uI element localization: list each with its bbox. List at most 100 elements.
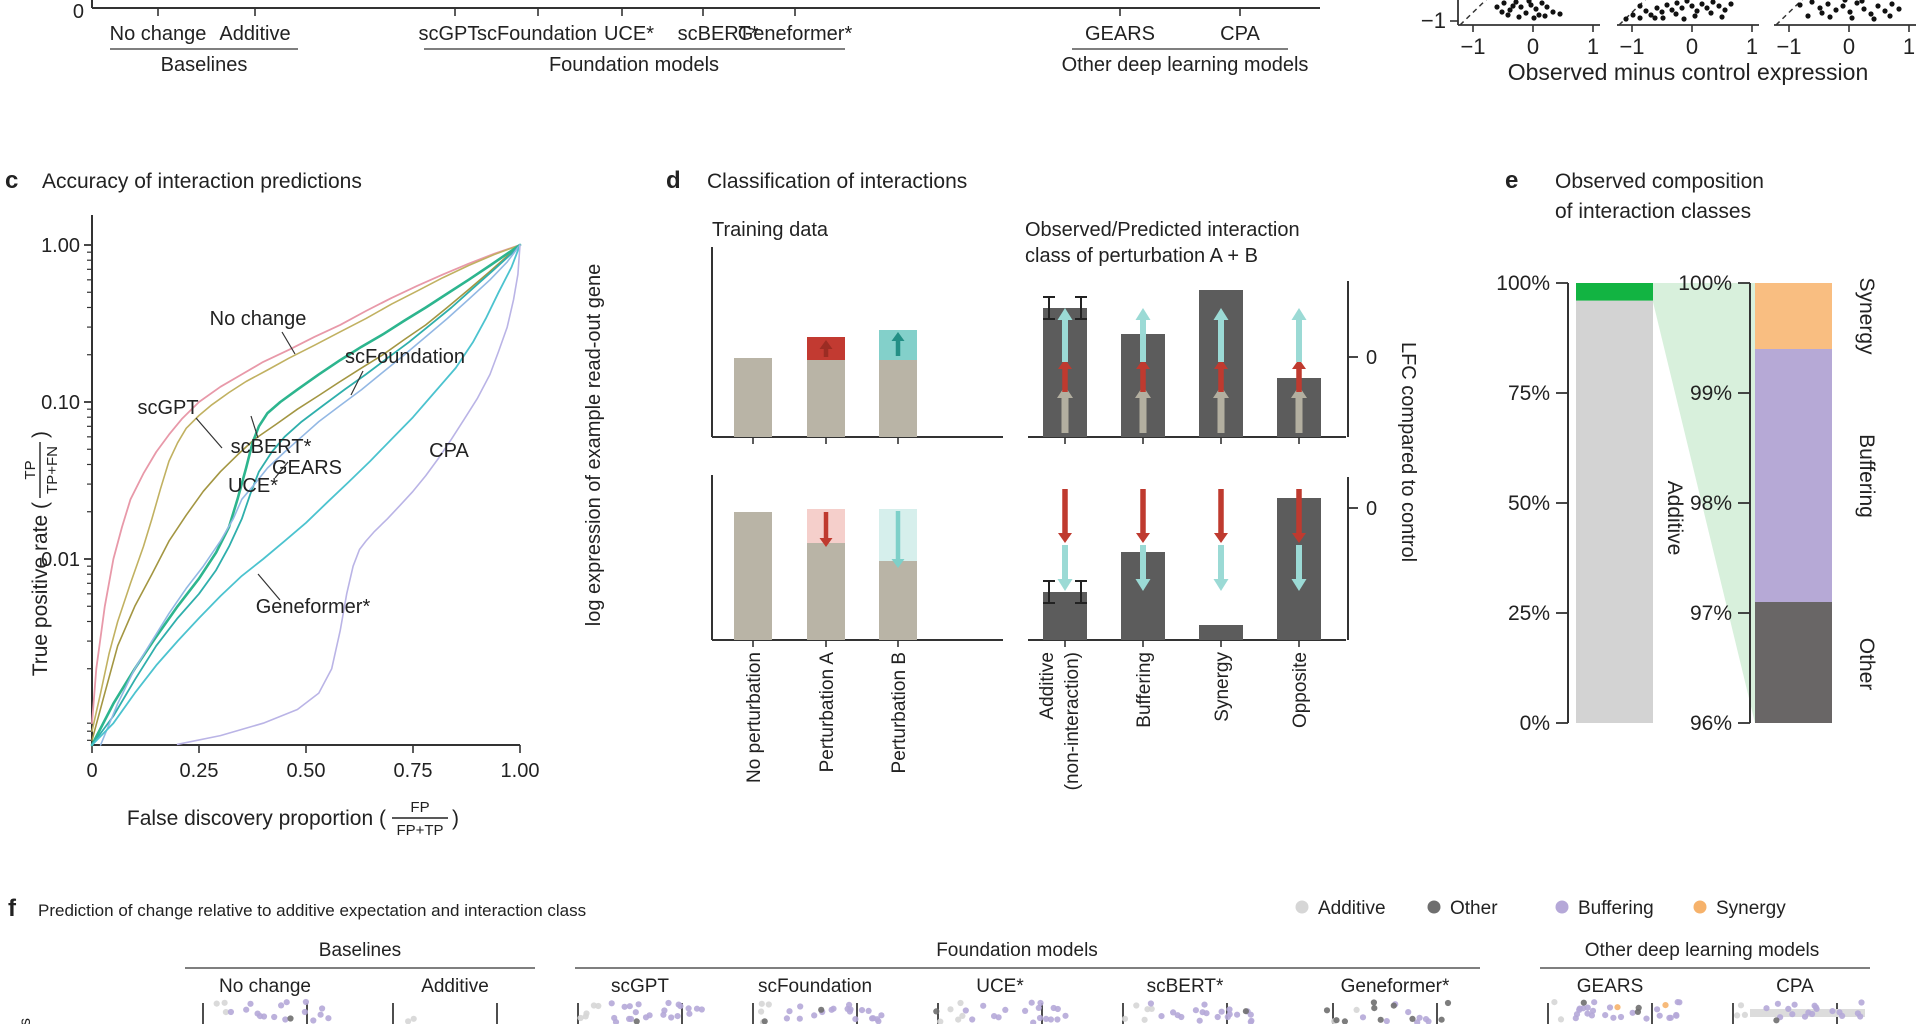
roc-curve-cpa: [176, 244, 521, 746]
annotation-leader: [195, 417, 223, 449]
legend-label: Buffering: [1578, 898, 1654, 919]
strip-dot: [758, 1008, 765, 1015]
curve-annotation: No change: [210, 308, 307, 330]
model-label: No change: [219, 976, 311, 997]
x-tick-label: 0.75: [394, 760, 433, 782]
scatter-dot: [1637, 3, 1643, 9]
strip-dot: [1370, 999, 1377, 1006]
bar-no-perturbation: [734, 358, 772, 437]
annotation-leader: [250, 415, 259, 439]
y-tick-label: 25%: [1508, 602, 1550, 625]
strip-dot: [1341, 1018, 1348, 1024]
bar-interaction-class: [1199, 625, 1243, 640]
scatter-dot: [1716, 3, 1722, 9]
zero-tick-label-bottom: 0: [1366, 498, 1377, 520]
up-arrow-red-icon: [1214, 359, 1228, 392]
zoom-connector-wedge: [1653, 283, 1755, 723]
category-label: Buffering: [1134, 652, 1155, 728]
scatter-dot: [1805, 13, 1811, 19]
scatter-dot: [1637, 15, 1643, 21]
strip-dot: [783, 1015, 791, 1022]
strip-dot: [1774, 1000, 1781, 1007]
strip-dot: [1858, 999, 1865, 1006]
y-label-frac-num: TP: [22, 460, 39, 479]
strip-dot: [980, 1002, 987, 1009]
strip-dot: [1030, 1019, 1037, 1024]
strip-dot: [865, 1007, 872, 1015]
x-tick-label: 1: [1587, 34, 1599, 59]
strip-dot: [1054, 1005, 1061, 1013]
strip-dot: [1591, 999, 1598, 1006]
model-label: scGPT: [418, 23, 479, 45]
panel-b-y-tick-label: 0: [73, 1, 84, 23]
legend-label: Synergy: [1716, 898, 1786, 919]
strip-dot: [1002, 1006, 1009, 1014]
strip-dot: [1614, 1004, 1621, 1011]
strip-dot: [786, 1008, 793, 1015]
model-label: CPA: [1220, 23, 1260, 45]
strip-dot: [247, 1000, 254, 1007]
roc-curve-scfoundation: [91, 244, 521, 742]
strip-dot: [661, 1007, 668, 1014]
y-tick-label: 0.10: [41, 392, 80, 414]
curve-annotation: UCE*: [228, 475, 278, 497]
strip-dot: [1551, 999, 1558, 1006]
strip-dot: [1178, 1013, 1185, 1021]
strip-dot: [627, 1015, 635, 1023]
model-label: UCE*: [976, 976, 1024, 997]
strip-dot: [991, 1013, 998, 1020]
strip-dot: [1192, 1007, 1199, 1014]
strip-dot: [818, 1006, 825, 1013]
model-label: Geneformer*: [1341, 976, 1450, 997]
scatter-dot: [1536, 12, 1542, 18]
panel-d-letter: d: [666, 167, 681, 194]
scatter-dot: [1669, 7, 1675, 13]
y-label-frac-den: TP+FN: [44, 446, 61, 494]
strip-dot: [1121, 1015, 1129, 1022]
panel-e-title-line1: Observed composition: [1555, 170, 1764, 193]
strip-dot: [1557, 1016, 1565, 1023]
curve-annotation: CPA: [429, 440, 469, 462]
model-group-label: Other deep learning models: [1062, 54, 1309, 76]
scatter-dot: [1854, 0, 1860, 6]
curve-annotation: scBERT*: [231, 436, 312, 458]
strip-dot: [621, 1003, 628, 1010]
strip-dot: [1438, 1016, 1445, 1023]
category-label: Additive: [1037, 652, 1058, 720]
panel-d: d Classification of interactions Trainin…: [583, 167, 1419, 790]
down-arrow-lightteal-icon: [1135, 545, 1151, 591]
strip-dot: [1047, 1016, 1054, 1023]
zoom-bar-segment-synergy: [1755, 283, 1832, 349]
scatter-dot: [1523, 10, 1529, 16]
scatter-dot: [1722, 7, 1728, 13]
strip-dot: [1606, 1004, 1614, 1011]
strip-dot: [1610, 1014, 1617, 1021]
scatter-dot: [1708, 10, 1714, 16]
strip-dot: [1829, 1008, 1836, 1015]
scatter-dot: [1842, 0, 1848, 3]
strip-dot: [811, 1012, 818, 1019]
roc-curve-uce: [91, 244, 521, 746]
model-label: scFoundation: [758, 976, 872, 997]
strip-dot: [1737, 1002, 1745, 1009]
strip-dot: [1584, 1004, 1591, 1011]
strip-dot: [761, 1018, 768, 1024]
strip-dot: [1584, 1010, 1591, 1017]
strip-dot: [257, 1013, 264, 1020]
curve-annotation: GEARS: [272, 457, 342, 479]
x-tick-label: 0.50: [287, 760, 326, 782]
strip-dot: [1022, 1007, 1029, 1015]
strip-dot: [1158, 1013, 1165, 1020]
model-label: Geneformer*: [738, 23, 853, 45]
roc-curve-nochange: [91, 244, 521, 725]
category-label: Perturbation A: [817, 652, 838, 773]
strip-dot: [301, 1008, 308, 1016]
strip-dot: [668, 1014, 675, 1021]
x-tick-label: −1: [1619, 34, 1644, 59]
scatter-dot: [1817, 5, 1823, 11]
y-tick-label: 100%: [1496, 272, 1550, 295]
scatter-dot: [1630, 12, 1636, 18]
scatter-dot: [1694, 8, 1700, 14]
up-arrow-gray-icon: [1057, 386, 1073, 433]
strip-dot: [1785, 1005, 1792, 1013]
